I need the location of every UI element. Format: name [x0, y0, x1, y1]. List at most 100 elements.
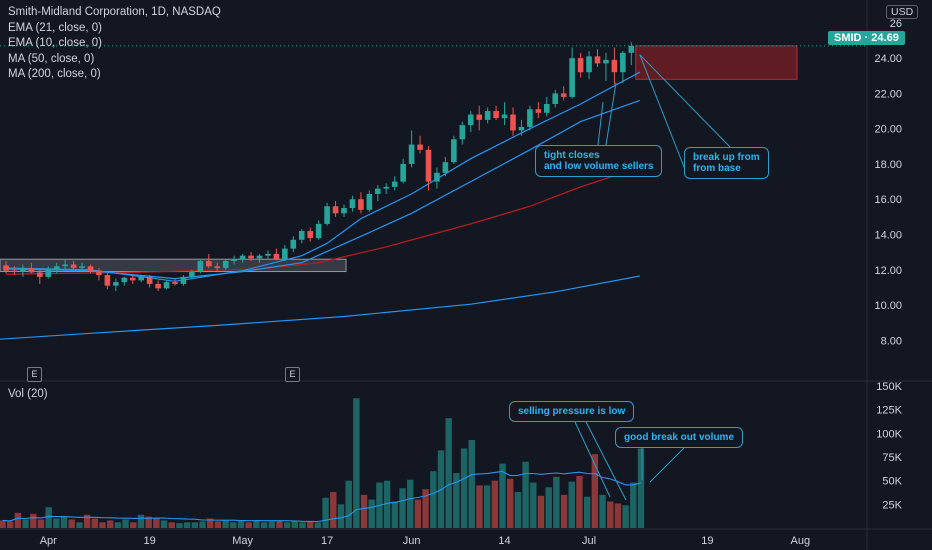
candle-body: [560, 93, 567, 97]
candle-body: [484, 111, 491, 120]
volume-bar: [68, 519, 75, 528]
candle-body: [332, 206, 339, 214]
volume-bar: [491, 480, 499, 528]
candle-body: [180, 276, 187, 284]
candle-body: [256, 255, 263, 259]
volume-bar: [422, 489, 429, 528]
volume-bar: [307, 521, 314, 528]
volume-bar: [99, 522, 106, 528]
volume-bar: [30, 513, 37, 528]
annotation-break-up[interactable]: break up from from base: [684, 147, 769, 179]
candle-body: [273, 253, 280, 260]
legend-ema21[interactable]: EMA (21, close, 0): [8, 21, 102, 34]
candle-body: [417, 144, 423, 150]
volume-bar: [553, 476, 560, 528]
annotation-tight-closes[interactable]: tight closes and low volume sellers: [535, 145, 663, 177]
candle-body: [434, 172, 440, 182]
connector-breakup-1: [639, 54, 731, 148]
date-tick-label: 17: [321, 535, 333, 547]
volume-bar: [514, 492, 522, 528]
date-tick-label: 19: [144, 535, 156, 547]
annotation-selling-pressure[interactable]: selling pressure is low: [509, 401, 635, 422]
price-tick-label: 20.00: [874, 124, 902, 136]
candle-body: [96, 270, 102, 276]
chart-legend: Smith-Midland Corporation, 1D, NASDAQ EM…: [8, 5, 221, 83]
volume-bar: [183, 522, 191, 528]
volume-bar: [445, 418, 452, 528]
volume-bar: [168, 522, 175, 528]
volume-bar: [353, 398, 360, 528]
legend-ema10[interactable]: EMA (10, close, 0): [8, 37, 102, 49]
volume-bar: [60, 516, 68, 528]
candle-body: [552, 93, 559, 104]
candle-body: [467, 114, 474, 126]
candle-body: [501, 114, 508, 119]
volume-bar: [137, 514, 145, 528]
candle-body: [307, 230, 313, 239]
ema10-line: [5, 71, 641, 282]
connector-breakup-2: [639, 54, 687, 173]
price-tick-label: 8.00: [881, 335, 902, 347]
volume-bar: [222, 520, 229, 528]
date-tick-label: May: [232, 535, 253, 547]
candle-body: [611, 59, 618, 73]
candle-body: [442, 162, 449, 173]
candle-body: [375, 188, 381, 194]
candle-body: [603, 59, 609, 64]
volume-bar: [507, 478, 514, 528]
candle-body: [358, 199, 364, 210]
legend-title[interactable]: Smith-Midland Corporation, 1D, NASDAQ: [8, 6, 221, 18]
earnings-marker-1[interactable]: E: [27, 367, 42, 382]
ma200-line: [0, 275, 640, 340]
volume-bar: [583, 496, 591, 528]
candle-body: [163, 282, 170, 289]
volume-bar: [399, 488, 406, 528]
date-tick-label: Jul: [582, 535, 596, 547]
volume-bar: [407, 479, 414, 528]
volume-bar: [283, 522, 291, 528]
candle-body: [349, 199, 356, 209]
volume-bar: [230, 522, 237, 528]
volume-tick-label: 25K: [882, 499, 902, 511]
volume-bar: [314, 522, 322, 528]
last-price-tag: SMID · 24.69: [828, 31, 905, 45]
candle-body: [3, 265, 9, 271]
price-tick-label: 12.00: [874, 265, 902, 277]
volume-bar: [130, 522, 137, 528]
earnings-marker-2[interactable]: E: [285, 367, 300, 382]
annotation-breakout-volume[interactable]: good break out volume: [615, 427, 744, 448]
candle-body: [104, 275, 111, 286]
volume-legend[interactable]: Vol (20): [8, 388, 48, 400]
legend-ma50[interactable]: MA (50, close, 0): [8, 52, 95, 65]
candle-body: [70, 264, 77, 269]
volume-bar: [45, 507, 52, 528]
date-tick-label: Jun: [403, 535, 421, 547]
candle-body: [425, 149, 432, 182]
volume-bar: [391, 501, 399, 528]
volume-bar: [6, 521, 14, 528]
candle-body: [628, 45, 635, 53]
volume-bar: [360, 494, 368, 528]
volume-bar: [576, 475, 583, 528]
volume-bar: [145, 516, 152, 528]
candle-body: [53, 266, 60, 270]
candle-body: [476, 114, 482, 120]
currency-badge[interactable]: USD: [886, 5, 919, 19]
candle-body: [197, 260, 204, 272]
volume-bar: [245, 522, 252, 528]
candle-body: [20, 268, 26, 272]
candle-body: [569, 58, 575, 97]
price-tick-label: 10.00: [874, 300, 902, 312]
candle-body: [577, 58, 584, 73]
last-price-symbol: SMID: [834, 32, 862, 44]
candle-body: [189, 271, 195, 277]
legend-ma200[interactable]: MA (200, close, 0): [8, 68, 101, 80]
volume-bar: [276, 520, 283, 528]
candle-body: [527, 109, 533, 127]
candle-body: [146, 276, 153, 284]
volume-bar: [599, 494, 606, 528]
volume-bar: [37, 519, 45, 528]
volume-bar: [622, 505, 629, 528]
volume-bar: [114, 522, 122, 528]
